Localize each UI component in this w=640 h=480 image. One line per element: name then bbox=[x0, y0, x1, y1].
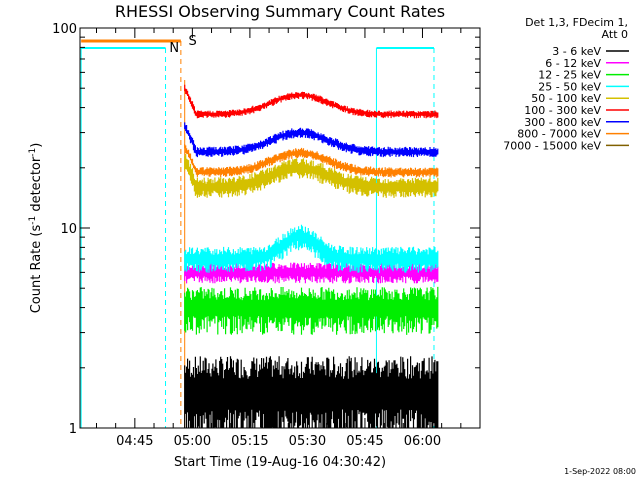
footer-date: 1-Sep-2022 08:00 bbox=[564, 467, 636, 476]
series-2 bbox=[184, 286, 439, 335]
plot-frame bbox=[79, 27, 481, 429]
x-axis-label: Start Time (19-Aug-16 04:30:42) bbox=[174, 455, 386, 470]
legend-entry-label: 12 - 25 keV bbox=[538, 69, 601, 82]
x-tick-label: 05:30 bbox=[289, 434, 326, 449]
series-7-trace bbox=[184, 144, 439, 178]
legend-entry-label: 800 - 7000 keV bbox=[517, 128, 601, 141]
series-6 bbox=[184, 122, 439, 158]
x-tick-label: 05:15 bbox=[231, 434, 268, 449]
legend-entry-label: 300 - 800 keV bbox=[524, 116, 601, 129]
series-7 bbox=[184, 144, 439, 178]
series-0-trace bbox=[184, 356, 439, 428]
series-1 bbox=[184, 262, 439, 284]
attenuator-label: S bbox=[189, 34, 197, 49]
x-tick-label: 05:45 bbox=[346, 434, 383, 449]
y-tick-label: 100 bbox=[52, 22, 77, 37]
chart-title: RHESSI Observing Summary Count Rates bbox=[115, 2, 445, 21]
night-label: N bbox=[169, 41, 179, 56]
series-2-trace bbox=[184, 286, 439, 335]
x-axis-ticks: 04:45 05:00 05:15 05:30 05:45 06:00 bbox=[95, 28, 462, 449]
legend-header-line2: Att 0 bbox=[602, 28, 628, 41]
legend-entry-label: 7000 - 15000 keV bbox=[503, 139, 601, 152]
legend-entry-label: 100 - 300 keV bbox=[524, 104, 601, 117]
legend-entry-label: 50 - 100 keV bbox=[531, 92, 601, 105]
legend-entry-label: 6 - 12 keV bbox=[545, 57, 601, 70]
legend-entry-label: 3 - 6 keV bbox=[552, 45, 601, 58]
legend-entry-label: 25 - 50 keV bbox=[538, 80, 601, 93]
series-1-trace bbox=[184, 262, 439, 284]
legend-header-line1: Det 1,3, FDecim 1, bbox=[525, 16, 628, 29]
plot-area: SN bbox=[80, 34, 439, 428]
series-3 bbox=[184, 224, 439, 274]
series-4 bbox=[184, 153, 439, 198]
series-3-trace bbox=[184, 224, 439, 274]
y-axis-ticks: 1 10 100 bbox=[52, 22, 480, 437]
series-0 bbox=[184, 356, 439, 428]
y-tick-label: 10 bbox=[60, 222, 77, 237]
x-tick-label: 06:00 bbox=[404, 434, 441, 449]
y-axis-label: Count Rate (s-1 detector-1) bbox=[28, 143, 44, 314]
x-tick-label: 05:00 bbox=[174, 434, 211, 449]
y-tick-label: 1 bbox=[69, 422, 77, 437]
series-5-trace bbox=[184, 84, 439, 119]
series-4-trace bbox=[184, 153, 439, 198]
x-tick-label: 04:45 bbox=[116, 434, 153, 449]
series-5 bbox=[184, 84, 439, 119]
series-6-trace bbox=[184, 122, 439, 158]
